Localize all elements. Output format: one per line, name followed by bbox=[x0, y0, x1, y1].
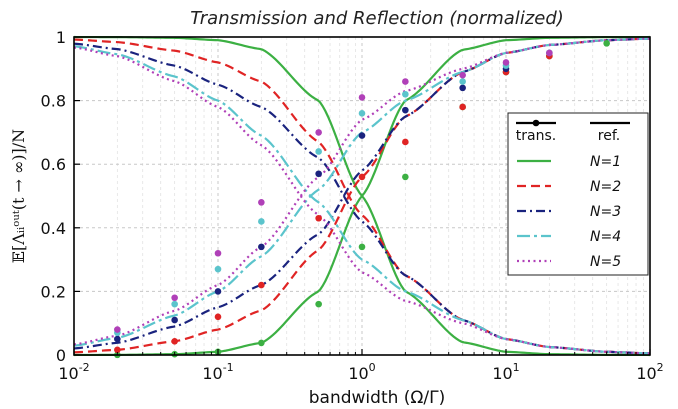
marker-n4-trans bbox=[358, 110, 366, 117]
series-n4-reflection bbox=[73, 45, 651, 355]
marker-n2-trans bbox=[315, 214, 322, 222]
marker-n3-trans bbox=[315, 170, 322, 178]
x-axis-label: bandwidth (Ω/Γ) bbox=[309, 388, 446, 408]
marker-n5-trans bbox=[546, 49, 553, 57]
marker-n2-trans bbox=[459, 103, 466, 111]
legend-entries: N=1 N=2 N=3 N=4 N=5 bbox=[516, 119, 630, 270]
x-tick-label: 101 bbox=[492, 361, 519, 383]
marker-n5-trans bbox=[258, 199, 265, 206]
marker-n3-trans bbox=[114, 335, 121, 343]
legend-header-trans: trans. bbox=[516, 128, 556, 144]
marker-n3-trans bbox=[171, 316, 178, 324]
tick-layer: 10-2 10-1 100 101 102 0 0.2 0.4 0.6 0.8 1 bbox=[41, 28, 664, 383]
marker-n3-trans bbox=[358, 132, 366, 139]
y-tick-label: 0.6 bbox=[41, 155, 66, 174]
marker-n4-trans bbox=[214, 265, 222, 273]
marker-n5-trans bbox=[114, 326, 121, 333]
marker-n5-trans bbox=[402, 78, 409, 85]
marker-n2-trans bbox=[258, 281, 265, 289]
marker-n2-trans bbox=[358, 173, 366, 181]
legend-label-n1: N=1 bbox=[590, 154, 621, 170]
x-tick-label: 10-1 bbox=[202, 361, 233, 383]
y-tick-label: 0.4 bbox=[41, 219, 66, 238]
marker-n5-trans bbox=[502, 59, 510, 66]
marker-n4-trans bbox=[459, 78, 466, 85]
marker-n3-trans bbox=[214, 288, 222, 295]
y-tick-label: 0.8 bbox=[41, 92, 66, 111]
marker-n1-trans bbox=[402, 173, 409, 181]
marker-n1-trans bbox=[258, 339, 265, 347]
y-tick-label: 0.2 bbox=[41, 282, 66, 301]
x-tick-label: 102 bbox=[636, 361, 663, 383]
marker-n4-trans bbox=[258, 218, 265, 225]
marker-n3-trans bbox=[402, 106, 409, 114]
grid bbox=[73, 37, 651, 355]
marker-n4-trans bbox=[402, 90, 409, 98]
marker-n2-trans bbox=[214, 313, 222, 321]
legend-label-n4: N=4 bbox=[590, 229, 621, 245]
y-tick-label: 1 bbox=[56, 28, 66, 47]
marker-n4-trans bbox=[171, 300, 178, 308]
marker-n4-trans bbox=[315, 148, 322, 155]
marker-n2-trans bbox=[171, 337, 178, 345]
legend-header-ref: ref. bbox=[598, 128, 620, 144]
marker-n5-trans bbox=[459, 71, 466, 79]
marker-n5-trans bbox=[171, 294, 178, 302]
marker-n3-trans bbox=[459, 84, 466, 92]
marker-n2-trans bbox=[114, 346, 121, 354]
y-tick-label: 0 bbox=[56, 346, 66, 365]
marker-n2-trans bbox=[402, 138, 409, 146]
y-axis-label: 𝔼[Λᵢᵢᵒᵘᵗ(t → ∞)]/N bbox=[9, 129, 28, 263]
legend-box bbox=[507, 112, 649, 276]
x-tick-label: 10-2 bbox=[58, 361, 89, 383]
marker-n1-trans bbox=[315, 300, 322, 308]
legend-trans-marker bbox=[532, 119, 540, 127]
marker-n5-trans bbox=[214, 249, 222, 257]
marker-layer bbox=[114, 40, 610, 359]
legend-label-n5: N=5 bbox=[590, 254, 621, 270]
marker-n3-trans bbox=[258, 243, 265, 251]
x-tick-label: 100 bbox=[348, 361, 375, 383]
marker-n5-trans bbox=[315, 129, 322, 136]
marker-n1-trans bbox=[603, 40, 610, 47]
legend: trans. ref. N=1 N=2 N=3 N=4 N=5 bbox=[507, 112, 649, 276]
legend-label-n2: N=2 bbox=[590, 179, 621, 195]
marker-n5-trans bbox=[358, 94, 366, 101]
legend-label-n3: N=3 bbox=[590, 204, 621, 220]
marker-n1-trans bbox=[358, 243, 366, 251]
chart-title: Transmission and Reflection (normalized) bbox=[190, 8, 564, 29]
